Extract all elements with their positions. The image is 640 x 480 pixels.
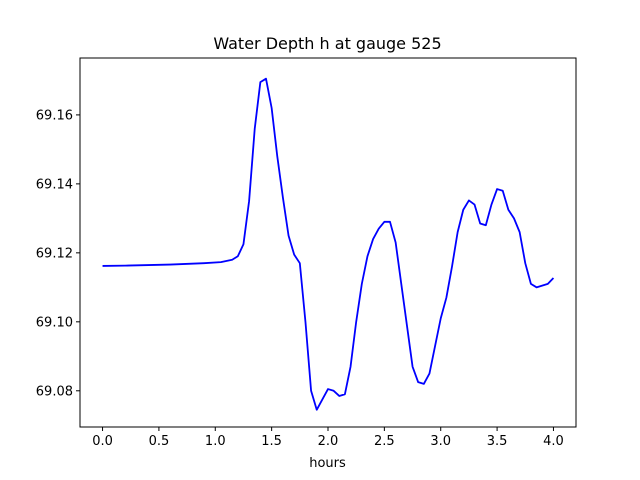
plot-frame xyxy=(79,57,577,428)
x-tick-label: 0.5 xyxy=(149,434,170,449)
y-tick-label: 69.16 xyxy=(36,108,73,123)
y-tick-label: 69.12 xyxy=(36,246,73,261)
y-tick-label: 69.14 xyxy=(36,177,73,192)
x-tick-label: 1.5 xyxy=(261,434,282,449)
x-tick-label: 2.5 xyxy=(374,434,395,449)
y-tick-label: 69.10 xyxy=(36,315,73,330)
x-tick-label: 1.0 xyxy=(205,434,226,449)
x-tick-label: 4.0 xyxy=(543,434,564,449)
x-tick-label: 0.0 xyxy=(92,434,113,449)
plot-area xyxy=(79,57,577,428)
x-tick-label: 2.0 xyxy=(318,434,339,449)
y-tick-label: 69.08 xyxy=(36,384,73,399)
x-axis: 0.0 0.5 1.0 1.5 2.0 2.5 3.0 3.5 4.0 xyxy=(92,427,564,449)
y-axis: 69.08 69.10 69.12 69.14 69.16 xyxy=(36,108,80,399)
x-tick-label: 3.0 xyxy=(430,434,451,449)
x-tick-label: 3.5 xyxy=(487,434,508,449)
x-axis-label: hours xyxy=(309,456,346,471)
chart-title: Water Depth h at gauge 525 xyxy=(213,34,441,53)
series-line-0 xyxy=(102,77,555,411)
